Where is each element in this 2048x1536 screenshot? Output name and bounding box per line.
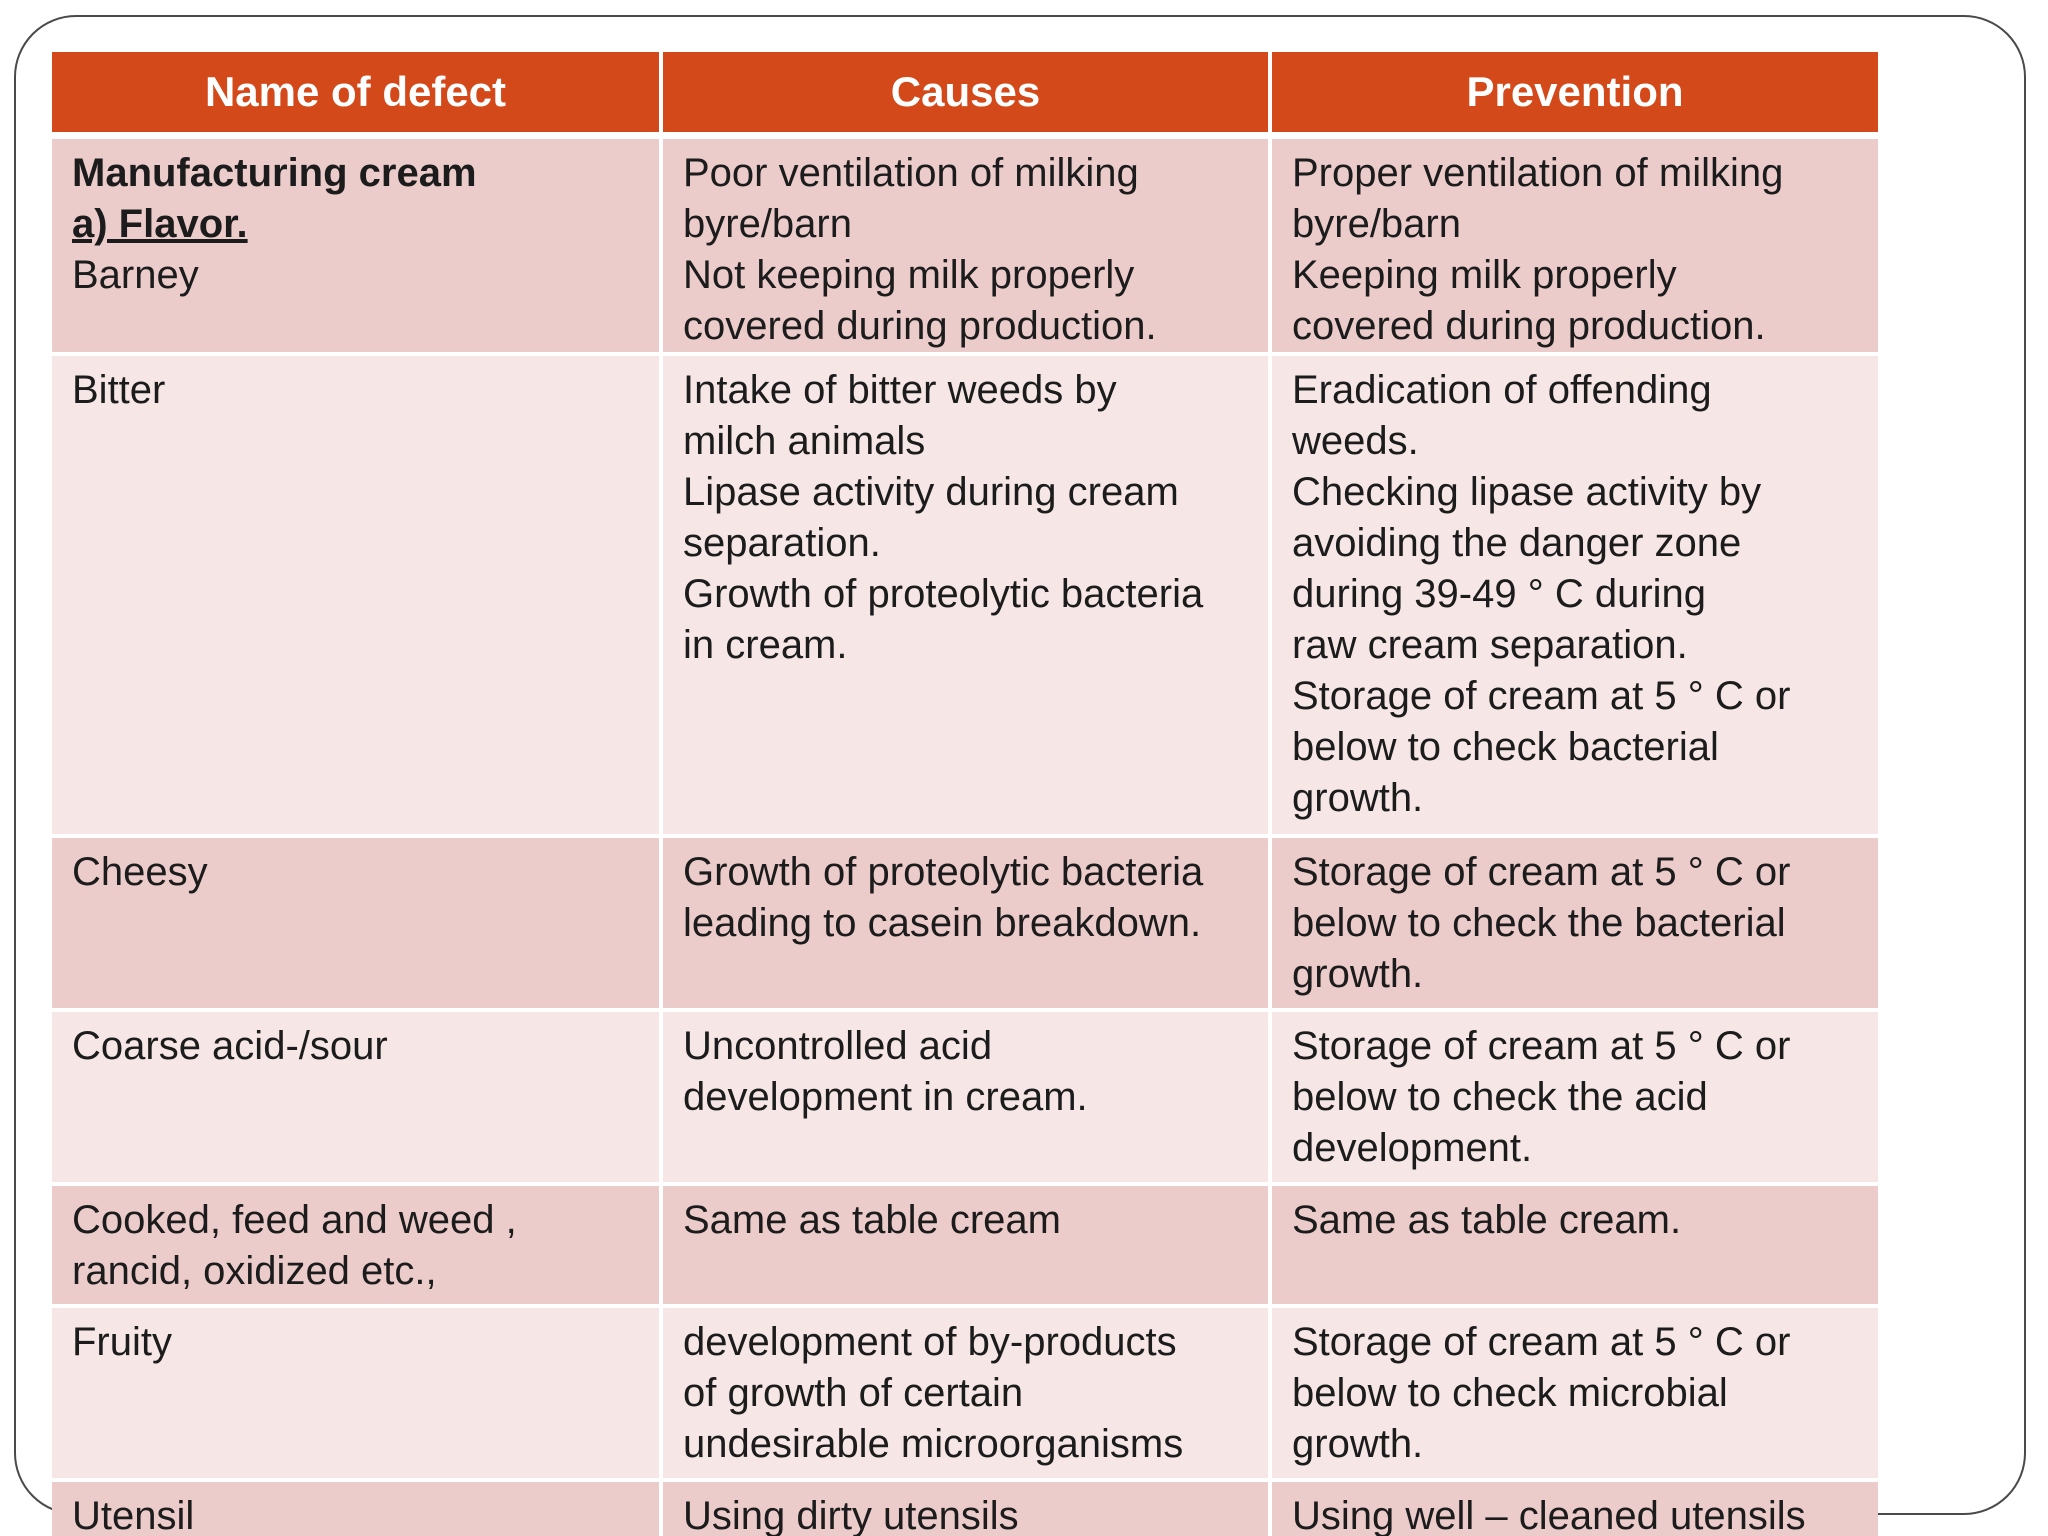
prevention-cell: Eradication of offending weeds. Checking… xyxy=(1270,354,1878,838)
header-name-of-defect: Name of defect xyxy=(52,52,663,139)
prevention-cell: Storage of cream at 5 ° C or below to ch… xyxy=(1270,836,1878,1012)
table-row: Cheesy Growth of proteolytic bacteria le… xyxy=(52,836,1878,1012)
header-prevention: Prevention xyxy=(1270,52,1878,139)
causes-cell: Same as table cream xyxy=(661,1184,1272,1308)
defect-cell: Utensil xyxy=(52,1480,663,1536)
causes-line: development in cream. xyxy=(683,1075,1088,1119)
causes-line: covered during production. xyxy=(683,304,1157,348)
prevention-cell: Storage of cream at 5 ° C or below to ch… xyxy=(1270,1306,1878,1482)
prevention-line: Proper ventilation of milking xyxy=(1292,151,1784,195)
prevention-cell: Using well – cleaned utensils xyxy=(1270,1480,1878,1536)
causes-cell: Intake of bitter weeds by milch animals … xyxy=(661,354,1272,838)
prevention-line: Using well – cleaned utensils xyxy=(1292,1494,1806,1536)
causes-line: byre/barn xyxy=(683,202,852,246)
causes-cell: Growth of proteolytic bacteria leading t… xyxy=(661,836,1272,1012)
table-row: Fruity development of by-products of gro… xyxy=(52,1306,1878,1482)
prevention-line: Storage of cream at 5 ° C or xyxy=(1292,674,1791,718)
causes-line: leading to casein breakdown. xyxy=(683,901,1202,945)
prevention-line: Storage of cream at 5 ° C or xyxy=(1292,1320,1791,1364)
table-row: Manufacturing cream a) Flavor. Barney Po… xyxy=(52,135,1878,356)
defect-name: Cheesy xyxy=(72,850,208,894)
causes-line: Using dirty utensils xyxy=(683,1494,1019,1536)
causes-line: Growth of proteolytic bacteria xyxy=(683,572,1204,616)
causes-cell: development of by-products of growth of … xyxy=(661,1306,1272,1482)
defect-name: rancid, oxidized etc., xyxy=(72,1249,437,1293)
prevention-line: Storage of cream at 5 ° C or xyxy=(1292,850,1791,894)
prevention-line: Storage of cream at 5 ° C or xyxy=(1292,1024,1791,1068)
prevention-line: below to check the acid xyxy=(1292,1075,1708,1119)
prevention-cell: Proper ventilation of milking byre/barn … xyxy=(1270,135,1878,356)
causes-line: Growth of proteolytic bacteria xyxy=(683,850,1204,894)
prevention-line: Keeping milk properly xyxy=(1292,253,1677,297)
causes-cell: Uncontrolled acid development in cream. xyxy=(661,1010,1272,1186)
causes-line: milch animals xyxy=(683,419,926,463)
defects-table: Name of defect Causes Prevention Manufac… xyxy=(52,52,1878,1536)
causes-line: of growth of certain xyxy=(683,1371,1024,1415)
prevention-line: below to check bacterial xyxy=(1292,725,1719,769)
prevention-line: growth. xyxy=(1292,776,1424,820)
causes-cell: Poor ventilation of milking byre/barn No… xyxy=(661,135,1272,356)
prevention-line: Eradication of offending xyxy=(1292,368,1712,412)
causes-line: undesirable microorganisms xyxy=(683,1422,1184,1466)
table-row: Bitter Intake of bitter weeds by milch a… xyxy=(52,354,1878,838)
table-header-row: Name of defect Causes Prevention xyxy=(52,52,1878,139)
defect-cell: Fruity xyxy=(52,1306,663,1482)
defect-cell: Cooked, feed and weed , rancid, oxidized… xyxy=(52,1184,663,1308)
causes-line: Lipase activity during cream xyxy=(683,470,1179,514)
prevention-line: byre/barn xyxy=(1292,202,1461,246)
prevention-line: during 39-49 ° C during xyxy=(1292,572,1707,616)
causes-line: Uncontrolled acid xyxy=(683,1024,993,1068)
prevention-line: avoiding the danger zone xyxy=(1292,521,1742,565)
causes-line: development of by-products xyxy=(683,1320,1177,1364)
causes-line: separation. xyxy=(683,521,881,565)
defect-cell: Manufacturing cream a) Flavor. Barney xyxy=(52,135,663,356)
table-row: Utensil Using dirty utensils Using well … xyxy=(52,1480,1878,1536)
table-row: Cooked, feed and weed , rancid, oxidized… xyxy=(52,1184,1878,1308)
causes-line: Intake of bitter weeds by xyxy=(683,368,1117,412)
defect-cell: Cheesy xyxy=(52,836,663,1012)
defect-name: Barney xyxy=(72,253,199,297)
prevention-line: covered during production. xyxy=(1292,304,1766,348)
prevention-line: raw cream separation. xyxy=(1292,623,1688,667)
header-causes: Causes xyxy=(661,52,1272,139)
defect-name: Cooked, feed and weed , xyxy=(72,1198,517,1242)
prevention-line: below to check the bacterial xyxy=(1292,901,1786,945)
defect-cell: Coarse acid-/sour xyxy=(52,1010,663,1186)
causes-cell: Using dirty utensils xyxy=(661,1480,1272,1536)
defects-table-container: Name of defect Causes Prevention Manufac… xyxy=(52,52,1878,1536)
defect-name: Fruity xyxy=(72,1320,172,1364)
causes-line: Same as table cream xyxy=(683,1198,1061,1242)
prevention-line: below to check microbial xyxy=(1292,1371,1728,1415)
defect-name: Utensil xyxy=(72,1494,195,1536)
prevention-cell: Storage of cream at 5 ° C or below to ch… xyxy=(1270,1010,1878,1186)
causes-line: in cream. xyxy=(683,623,848,667)
causes-line: Not keeping milk properly xyxy=(683,253,1135,297)
defect-name: Bitter xyxy=(72,368,166,412)
prevention-line: growth. xyxy=(1292,1422,1424,1466)
prevention-cell: Same as table cream. xyxy=(1270,1184,1878,1308)
table-row: Coarse acid-/sour Uncontrolled acid deve… xyxy=(52,1010,1878,1186)
prevention-line: Checking lipase activity by xyxy=(1292,470,1762,514)
section-subheading: a) Flavor. xyxy=(72,202,248,246)
prevention-line: weeds. xyxy=(1292,419,1419,463)
causes-line: Poor ventilation of milking xyxy=(683,151,1139,195)
defect-name: Coarse acid-/sour xyxy=(72,1024,388,1068)
prevention-line: development. xyxy=(1292,1126,1533,1170)
prevention-line: Same as table cream. xyxy=(1292,1198,1682,1242)
defect-cell: Bitter xyxy=(52,354,663,838)
prevention-line: growth. xyxy=(1292,952,1424,996)
section-heading: Manufacturing cream xyxy=(72,151,477,195)
